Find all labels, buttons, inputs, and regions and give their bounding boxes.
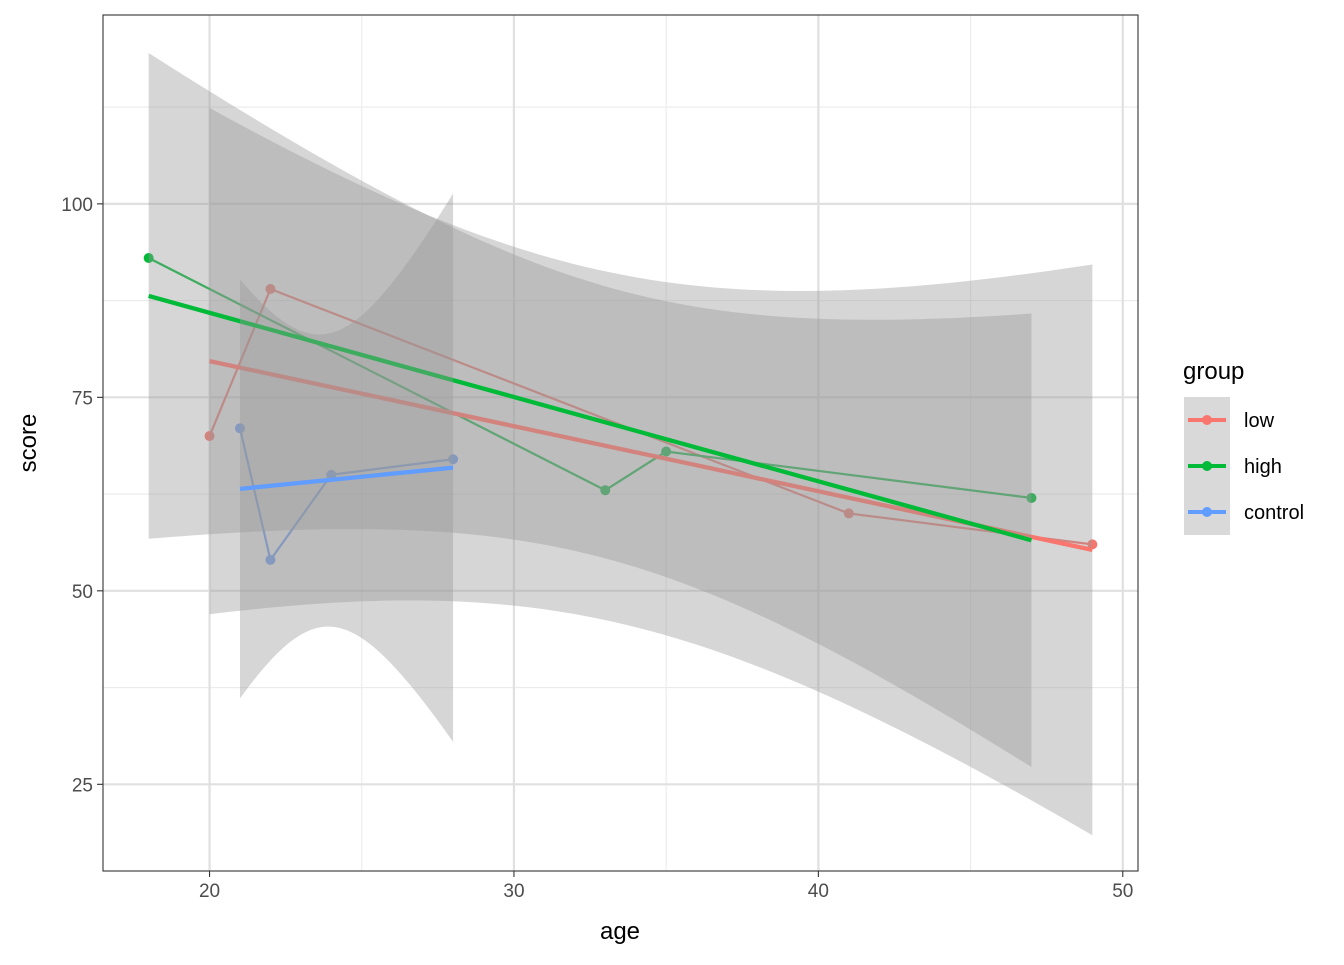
legend-label-low: low: [1244, 410, 1275, 432]
grid: [103, 15, 1138, 871]
x-tick-label: 20: [199, 881, 220, 902]
legend-title: group: [1183, 358, 1244, 385]
y-tick-label: 100: [61, 195, 93, 216]
x-tick-label: 30: [503, 881, 524, 902]
confidence-band-high: [148, 53, 1032, 768]
panel-border: [102, 14, 1139, 872]
line-low: [208, 287, 1093, 546]
plot-layers: [143, 53, 1098, 836]
panel-background: [103, 15, 1138, 871]
legend-key-point-high: [1202, 461, 1212, 471]
y-tick-label: 25: [72, 775, 93, 796]
confidence-band-low: [209, 107, 1093, 836]
x-tick-label: 50: [1112, 881, 1133, 902]
x-tick-label: 40: [808, 881, 829, 902]
confidence-band-control: [239, 193, 454, 742]
axes: 20 30 40 50 25 50 75 100: [61, 195, 1133, 902]
y-axis-label: score: [15, 414, 42, 473]
legend-key-point-low: [1202, 415, 1212, 425]
x-axis-label: age: [600, 918, 640, 945]
legend-label-control: control: [1244, 502, 1304, 524]
legend-key-point-control: [1202, 507, 1212, 517]
line-control: [238, 428, 454, 563]
legend: group low high control: [1183, 358, 1304, 535]
legend-label-high: high: [1244, 456, 1282, 478]
y-tick-label: 75: [72, 388, 93, 409]
y-tick-label: 50: [72, 582, 93, 603]
line-high: [148, 257, 1032, 500]
fit-line-control: [239, 465, 454, 492]
fit-line-high: [148, 293, 1033, 543]
